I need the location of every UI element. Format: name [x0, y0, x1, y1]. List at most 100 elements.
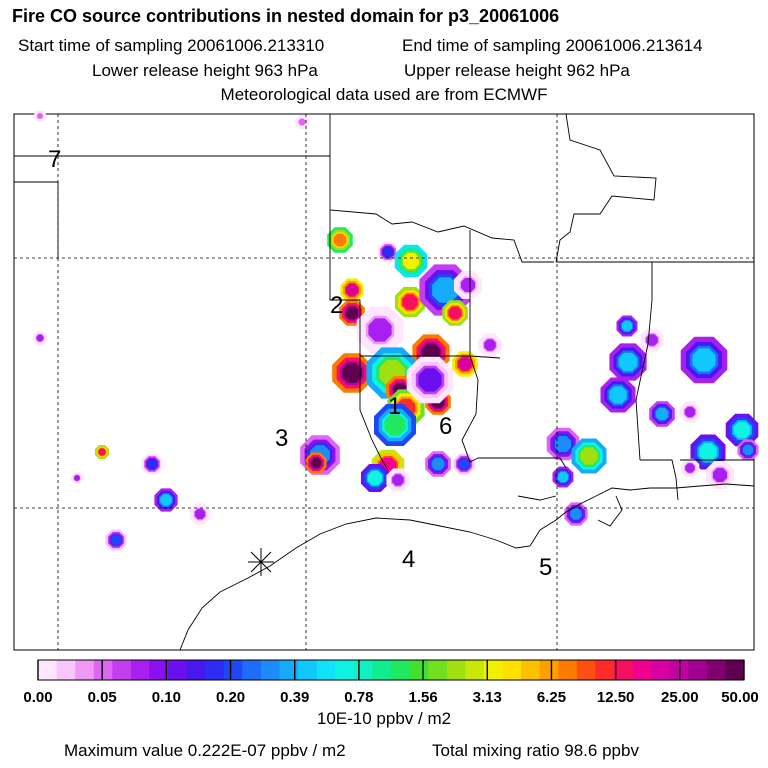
plume-layer: [33, 110, 759, 551]
fire-plume: [478, 333, 502, 357]
colorbar-units: 10E-10 ppbv / m2: [316, 709, 452, 728]
fire-plume: [305, 452, 327, 474]
fire-plume: [339, 300, 365, 326]
lat-lon-grid: [14, 114, 754, 650]
release-point-marker: [248, 548, 274, 576]
colorbar-swatch: [93, 660, 113, 680]
colorbar-swatch: [502, 660, 522, 680]
coastline: [179, 483, 755, 651]
colorbar-swatch: [298, 660, 318, 680]
map-title: Fire CO source contributions in nested d…: [12, 6, 560, 26]
colorbar-swatch: [75, 660, 95, 680]
colorbar-swatch: [558, 660, 578, 680]
colorbar-swatch: [446, 660, 466, 680]
colorbar-tick-label: 0.10: [152, 689, 181, 706]
colorbar-tick-label: 0.20: [216, 689, 245, 706]
fire-plume: [725, 413, 759, 447]
fire-plume: [374, 404, 416, 446]
colorbar-swatch: [223, 660, 243, 680]
colorbar-tick-label: 0.05: [88, 689, 117, 706]
fire-plume: [377, 241, 399, 263]
region-label-4: 4: [402, 546, 415, 573]
colorbar-swatch: [465, 660, 485, 680]
colorbar-swatch: [242, 660, 262, 680]
fire-plume: [425, 451, 451, 477]
fire-plume: [680, 458, 700, 478]
fire-plume: [71, 472, 83, 484]
fire-plume: [452, 351, 478, 377]
colorbar-swatch: [409, 660, 429, 680]
fire-plume: [295, 115, 309, 129]
colorbar-swatch: [149, 660, 169, 680]
colorbar: [37, 659, 745, 681]
fire-plume: [600, 377, 636, 413]
colorbar-swatch: [632, 660, 652, 680]
fire-plume: [34, 110, 46, 122]
colorbar-swatch: [130, 660, 150, 680]
fire-plume: [552, 466, 574, 488]
colorbar-tick-label: 6.25: [537, 689, 566, 706]
colorbar-tick-label: 1.56: [408, 689, 437, 706]
colorbar-tick-label: 0.00: [23, 689, 52, 706]
region-label-1: 1: [388, 393, 401, 420]
fire-plume: [564, 502, 588, 526]
lower-release-label: Lower release height 963 hPa: [92, 61, 318, 80]
fire-plume: [546, 427, 580, 461]
fire-plume: [571, 438, 607, 474]
fire-plume: [340, 278, 364, 302]
end-time-label: End time of sampling 20061006.213614: [402, 36, 703, 55]
fire-plume: [406, 356, 454, 404]
region-label-5: 5: [539, 554, 552, 581]
fire-plume: [189, 503, 211, 525]
fire-plume: [33, 331, 47, 345]
colorbar-swatch: [595, 660, 615, 680]
fire-plume: [680, 336, 728, 384]
fire-plume: [327, 227, 353, 253]
colorbar-swatch: [428, 660, 448, 680]
colorbar-swatch: [483, 660, 503, 680]
state-borders: [14, 113, 754, 501]
colorbar-swatch: [391, 660, 410, 680]
region-label-2: 2: [330, 292, 343, 319]
colorbar-swatch: [279, 660, 299, 680]
colorbar-swatch: [56, 660, 76, 680]
fire-plume: [609, 343, 647, 381]
colorbar-swatch: [706, 660, 726, 680]
colorbar-swatch: [205, 660, 225, 680]
colorbar-tick-label: 50.00: [721, 689, 759, 706]
colorbar-tick-label: 0.39: [280, 689, 309, 706]
fire-plume: [394, 244, 428, 278]
fire-plume: [640, 328, 664, 352]
fire-plume: [442, 300, 468, 326]
colorbar-swatch: [112, 660, 132, 680]
met-data-label: Meteorological data used are from ECMWF: [220, 85, 548, 104]
fire-plume: [706, 461, 734, 489]
fire-plume: [95, 445, 109, 459]
colorbar-ticks: 0.00 0.05 0.10 0.20 0.39 0.78 1.56 3.13 6.25 12.5…: [23, 660, 759, 706]
colorbar-tick-label: 25.00: [661, 689, 699, 706]
fire-plume: [690, 434, 726, 470]
colorbar-swatch: [260, 660, 280, 680]
region-label-7: 7: [48, 146, 61, 173]
colorbar-swatch: [725, 660, 745, 680]
colorbar-swatch: [521, 660, 541, 680]
fire-plume: [616, 315, 638, 337]
fire-plume: [454, 271, 482, 299]
fire-plume: [453, 453, 475, 475]
upper-release-label: Upper release height 962 hPa: [404, 61, 630, 80]
colorbar-swatch: [651, 660, 671, 680]
colorbar-swatch: [168, 660, 188, 680]
fire-plume: [394, 286, 426, 318]
colorbar-swatch: [335, 660, 355, 680]
fire-plume: [361, 464, 389, 492]
colorbar-swatch: [372, 660, 392, 680]
fire-plume: [356, 306, 404, 354]
region-label-6: 6: [439, 413, 452, 440]
colorbar-tick-label: 3.13: [473, 689, 502, 706]
maximum-value-label: Maximum value 0.222E-07 ppbv / m2: [64, 741, 346, 760]
fire-plume: [679, 401, 701, 423]
colorbar-swatch: [539, 660, 559, 680]
colorbar-swatch: [38, 660, 57, 680]
colorbar-swatch: [316, 660, 336, 680]
